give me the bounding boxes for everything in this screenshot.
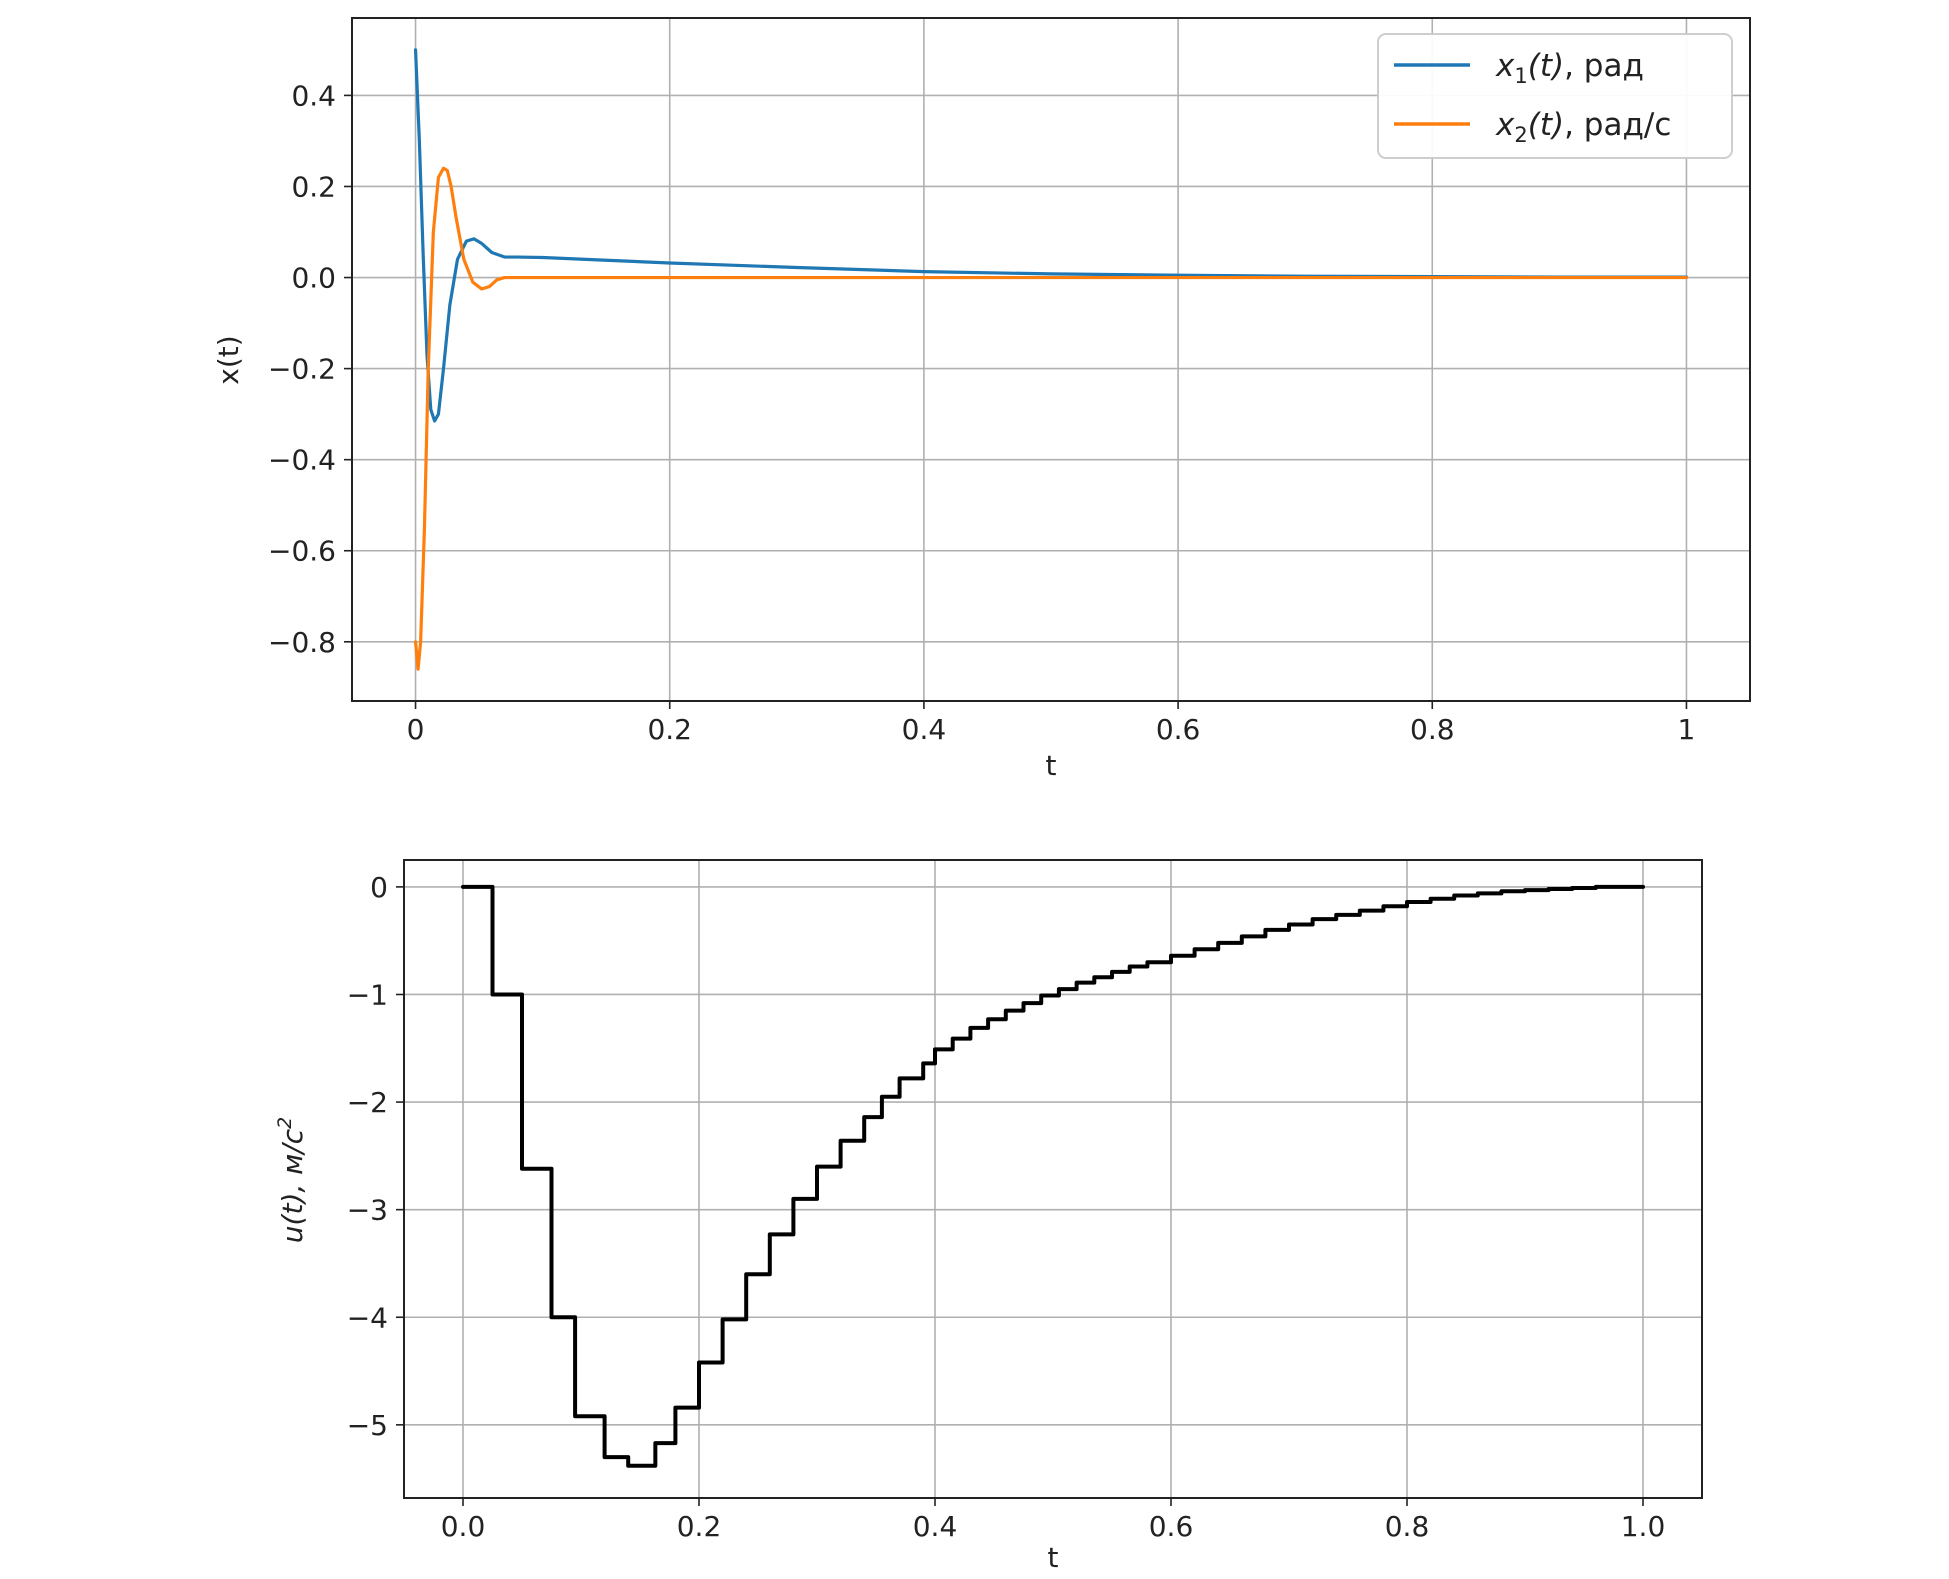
x-tick-label: 0.6 [1156, 713, 1201, 746]
plot-area [461, 884, 1645, 1468]
x-tick-label: 0.6 [1149, 1510, 1194, 1543]
x-tick-label: 1 [1678, 713, 1696, 746]
axis-ticks: 0.0 0.2 0.4 0.6 0.8 1.0 0 −1 −2 −3 −4 −5 [347, 871, 1666, 1543]
x-tick-label: 0.2 [677, 1510, 722, 1543]
y-tick-label: −0.8 [268, 626, 336, 659]
x-axis-label: t [1046, 749, 1057, 782]
x-tick-label: 0.4 [902, 713, 947, 746]
grid [404, 860, 1702, 1498]
y-tick-label: 0.2 [291, 170, 336, 203]
state-chart: 0 0.2 0.4 0.6 0.8 10.40.20.0−0.2−0.4−0.6−0.8 … [212, 17, 1751, 782]
series-line-2 [413, 166, 1689, 671]
x-tick-label: 1.0 [1621, 1510, 1666, 1543]
legend-entry-x1: x1(t), рад [1495, 48, 1644, 88]
y-tick-label: 0.0 [291, 262, 336, 295]
series-line-1 [461, 884, 1645, 1468]
x-tick-label: 0.4 [913, 1510, 958, 1543]
y-tick-label: 0.4 [291, 79, 336, 112]
series-line-1 [413, 48, 1689, 423]
y-tick-label: 0 [370, 871, 388, 904]
x-tick-label: 0.0 [441, 1510, 486, 1543]
x-tick-label: 0.8 [1410, 713, 1455, 746]
legend-entry-x2: x2(t), рад/с [1495, 107, 1671, 147]
y-tick-label: −3 [347, 1194, 388, 1227]
plot-frame [351, 17, 1751, 702]
series-group [413, 48, 1689, 671]
y-tick-label: −5 [347, 1409, 388, 1442]
series-group [461, 884, 1645, 1468]
axis-ticks: 0 0.2 0.4 0.6 0.8 1 0.4 0.2 0.0 −0.2 −0.4 −0.6 −0.8 [268, 79, 1695, 746]
y-tick-label: −0.2 [268, 353, 336, 386]
plot-frame [403, 859, 1703, 1499]
y-axis-label: u(t), м/c2 [274, 1117, 309, 1243]
control-chart: 0.0 0.2 0.4 0.6 0.8 1.0 0 −1 −2 −3 −4 −5 t u(t), м/… [274, 859, 1703, 1574]
y-tick-label: −4 [347, 1301, 388, 1334]
y-tick-label: −2 [347, 1086, 388, 1119]
x-axis-label: t [1048, 1541, 1059, 1574]
y-axis-label: x(t) [212, 335, 245, 384]
y-tick-label: −0.4 [268, 444, 336, 477]
x-tick-label: 0.8 [1385, 1510, 1430, 1543]
y-tick-label: −0.6 [268, 535, 336, 568]
x-tick-label: 0.2 [647, 713, 692, 746]
y-tick-label: −1 [347, 978, 388, 1011]
plot-area [413, 48, 1689, 671]
x-tick-label: 0 [407, 713, 425, 746]
legend: x1(t), рад x2(t), рад/с [1377, 33, 1733, 159]
